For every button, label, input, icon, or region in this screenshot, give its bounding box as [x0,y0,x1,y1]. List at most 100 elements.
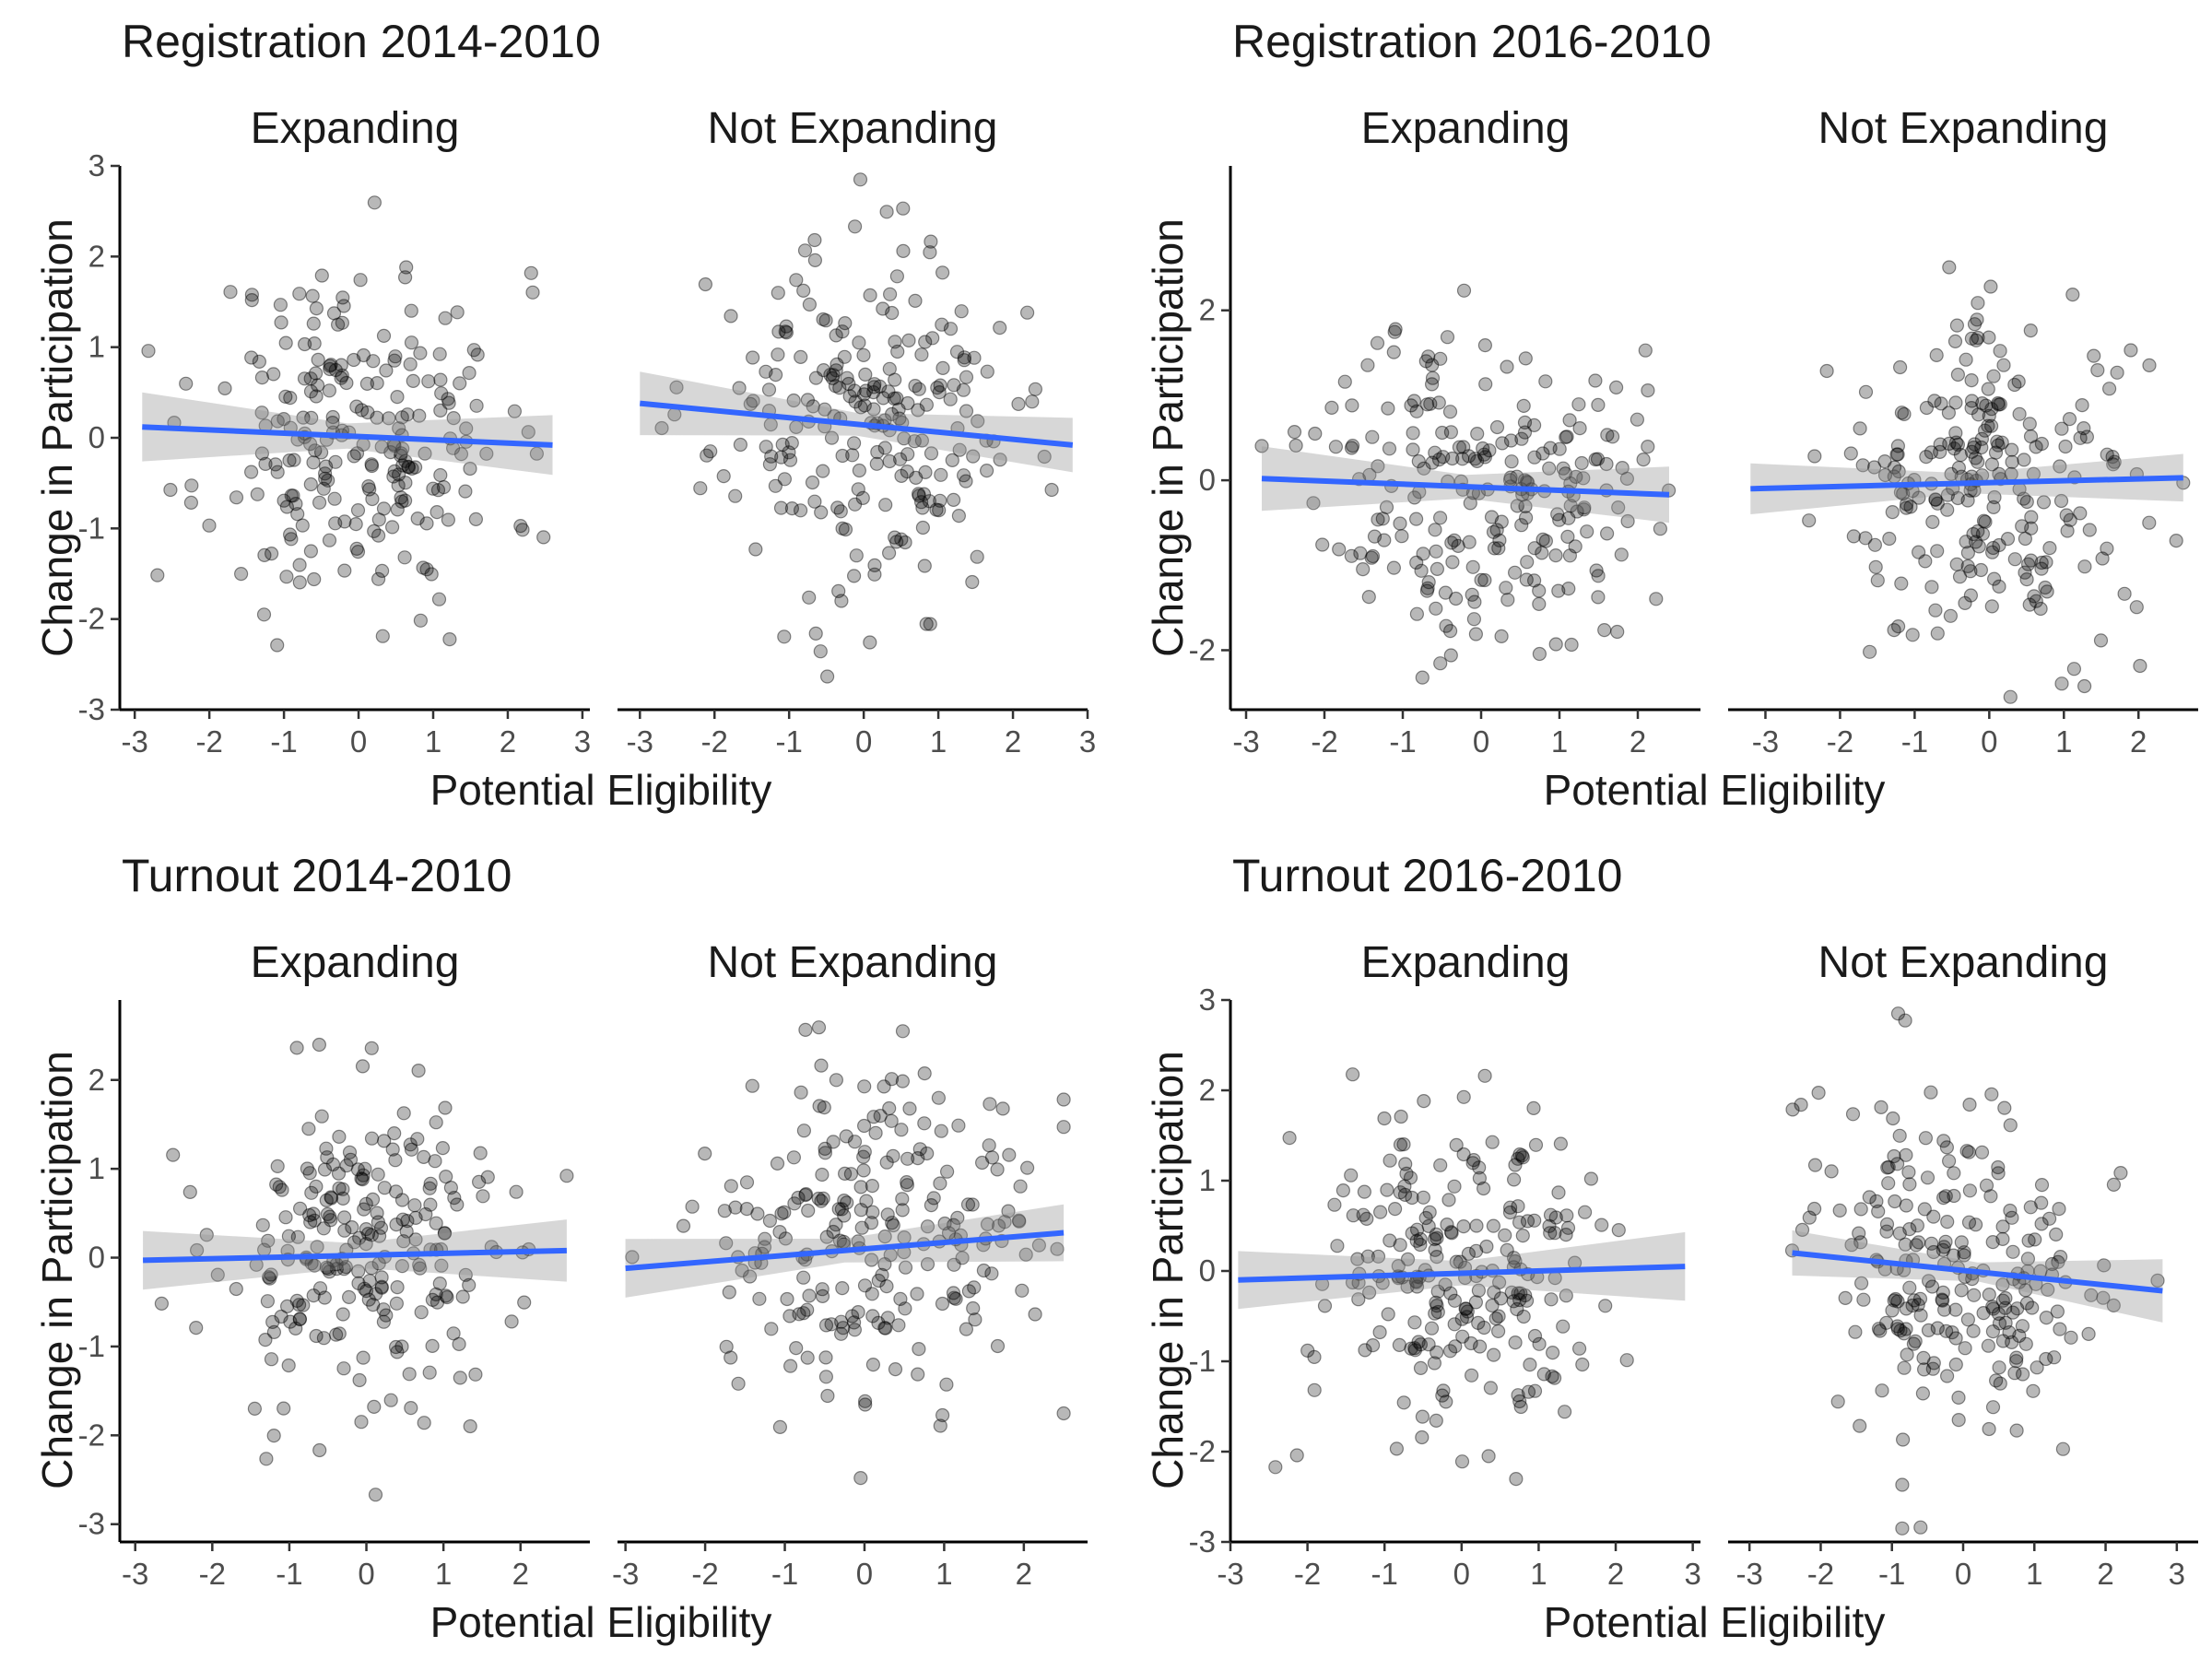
y-tick-label: 0 [88,420,105,454]
data-point [349,399,364,414]
data-point [361,478,376,494]
data-point [1949,318,1964,333]
data-point [910,1287,924,1301]
data-point [1993,344,2007,359]
data-point [337,1210,352,1225]
data-point [394,446,408,461]
data-point [418,446,432,461]
data-point [278,389,293,404]
data-point [1947,334,1963,348]
data-point [361,1226,376,1241]
data-point [283,527,298,542]
data-point [244,350,259,365]
data-point [395,458,410,473]
data-point [1636,453,1651,467]
data-point [1966,441,1981,455]
data-point [1485,1135,1500,1149]
data-point [2019,571,2034,587]
data-point [289,1293,304,1309]
y-tick-label: 3 [1199,982,1216,1017]
data-point [743,396,758,411]
data-point [1288,438,1303,453]
data-point [1364,550,1379,565]
data-point [925,331,940,346]
data-point [1486,1347,1501,1362]
data-point [816,1191,830,1206]
x-tick-label: 2 [512,1557,529,1591]
data-point [892,411,907,426]
data-point [325,416,340,430]
data-point [1559,429,1574,444]
data-point [2021,1233,2036,1248]
data-point [775,437,790,452]
data-point [470,347,485,362]
data-point [466,343,481,358]
data-point [851,482,865,497]
data-point [1506,1251,1522,1265]
data-point [800,393,816,407]
data-point [2053,459,2067,474]
data-point [1898,1013,1912,1028]
data-point [1893,359,1908,375]
data-point [952,442,967,457]
data-point [379,363,394,378]
data-point [435,1140,450,1156]
data-point [2009,1423,2024,1438]
data-point [1562,413,1577,428]
data-point [1538,374,1553,389]
data-point [984,1150,1000,1165]
data-point [436,479,452,495]
data-point [1547,1226,1562,1241]
data-point [439,1169,453,1184]
data-point [525,285,540,300]
data-point [1502,1200,1518,1215]
data-point [359,1196,373,1211]
data-point [1978,514,1993,529]
data-point [1897,1360,1912,1375]
data-point [1957,1245,1971,1260]
data-point [1845,1107,1861,1122]
data-point [1588,452,1603,467]
data-point [835,521,850,536]
data-point [1583,1171,1599,1186]
data-point [1477,572,1492,588]
data-point [440,1289,454,1305]
data-point [274,315,288,330]
data-point [768,368,783,382]
data-point [889,269,905,284]
data-point [1899,1301,1913,1316]
data-point [814,1058,829,1073]
data-point [329,1261,344,1277]
data-point [469,398,484,413]
data-point [1431,453,1447,467]
data-point [374,1270,389,1285]
data-point [517,1295,532,1310]
data-point [1924,580,1939,594]
data-point [1476,1181,1491,1196]
data-point [2024,510,2039,524]
data-point [1479,1239,1494,1254]
data-point [933,1418,947,1433]
data-point [1888,1194,1902,1209]
x-tick-label: 2 [2097,1557,2113,1591]
data-point [417,1416,431,1430]
data-point [823,368,838,382]
data-point [911,487,926,501]
data-point [1375,512,1390,526]
data-point [855,490,870,506]
data-point [935,360,950,375]
data-point [1927,394,1942,408]
data-point [399,1224,414,1239]
data-point [1921,1323,1936,1338]
data-point [2058,439,2073,454]
data-point [320,1206,335,1222]
data-point [1941,406,1956,420]
data-point [1830,1394,1845,1409]
data-point [1419,583,1435,598]
data-point [917,1065,932,1081]
plot-title: Registration 2014-2010 [122,16,601,67]
data-point [394,1339,409,1354]
data-point [901,333,916,347]
data-point [993,453,1007,467]
data-point [990,1338,1006,1354]
